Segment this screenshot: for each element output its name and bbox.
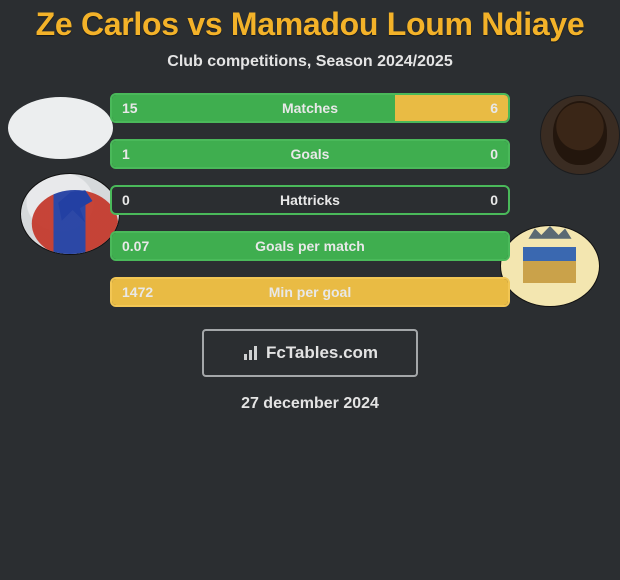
stat-left-value: 0.07 [122,238,149,254]
stat-right-value: 6 [490,100,498,116]
site-badge[interactable]: FcTables.com [202,329,418,377]
subtitle: Club competitions, Season 2024/2025 [0,53,620,71]
stat-row: 15 Matches 6 [110,93,510,123]
stat-label: Matches [282,100,338,116]
stat-label: Min per goal [269,284,351,300]
date-label: 27 december 2024 [0,395,620,413]
page-title: Ze Carlos vs Mamadou Loum Ndiaye [0,6,620,43]
badge-crest [513,234,587,298]
player-right-avatar [540,95,620,175]
stat-left-value: 0 [122,192,130,208]
stat-left-fill [112,95,395,121]
stat-left-value: 15 [122,100,138,116]
stat-label: Goals [291,146,330,162]
site-label: FcTables.com [266,343,378,363]
badge-crown-icon [528,226,571,239]
stat-right-value: 0 [490,146,498,162]
main-area: 15 Matches 6 1 Goals 0 0 Hattricks 0 0.07 Goals pe… [0,93,620,413]
face-shape [553,101,607,165]
stat-left-value: 1472 [122,284,153,300]
stat-row: 1 Goals 0 [110,139,510,169]
stat-label: Goals per match [255,238,365,254]
stat-right-value: 0 [490,192,498,208]
badge-stripes [21,174,119,254]
bar-chart-icon [242,346,260,360]
player-left-avatar [8,97,113,159]
stat-label: Hattricks [280,192,340,208]
stat-row: 1472 Min per goal [110,277,510,307]
team-left-badge [20,173,120,255]
team-right-badge [500,225,600,307]
stat-row: 0.07 Goals per match [110,231,510,261]
stat-left-value: 1 [122,146,130,162]
comparison-card: Ze Carlos vs Mamadou Loum Ndiaye Club co… [0,0,620,413]
stat-row: 0 Hattricks 0 [110,185,510,215]
stats-list: 15 Matches 6 1 Goals 0 0 Hattricks 0 0.07 Goals pe… [110,93,510,307]
